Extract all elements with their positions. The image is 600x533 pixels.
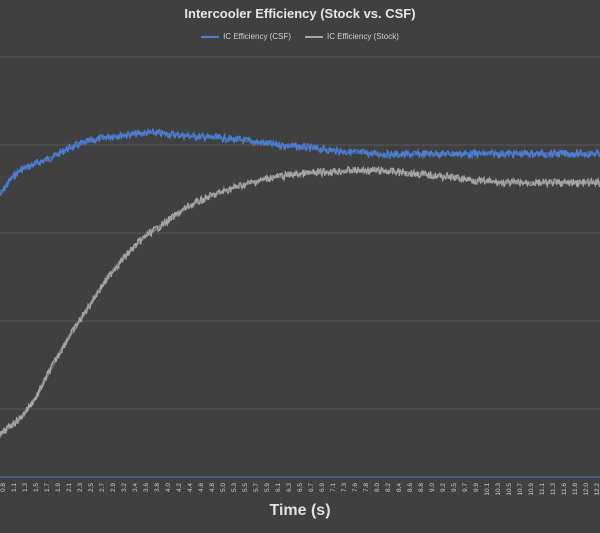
x-tick-label: 5.7 <box>253 483 260 492</box>
series-trend-csf <box>0 131 600 197</box>
x-axis: 0.8 1.1 1.3 1.5 1.7 1.9 2.1 2.3 2.5 2.7 2.9 3.2 3.4 3… <box>0 476 600 496</box>
x-tick-label: 9.7 <box>462 483 469 492</box>
x-tick-label: 1.7 <box>44 483 51 492</box>
x-tick-label: 9.2 <box>440 483 447 492</box>
x-tick-label: 6.9 <box>319 483 326 492</box>
x-tick-label: 5.9 <box>264 483 271 492</box>
x-tick-label: 5.5 <box>242 483 249 492</box>
x-tick-label: 11.1 <box>539 483 546 496</box>
x-tick-label: 10.5 <box>506 483 513 496</box>
x-tick-label: 2.1 <box>66 483 73 492</box>
x-tick-label: 9.5 <box>451 483 458 492</box>
x-tick-label: 4.8 <box>209 483 216 492</box>
x-tick-label: 3.8 <box>154 483 161 492</box>
x-tick-label: 6.3 <box>286 483 293 492</box>
x-tick-label: 7.6 <box>352 483 359 492</box>
x-tick-label: 2.7 <box>99 483 106 492</box>
x-tick-label: 6.7 <box>308 483 315 492</box>
x-tick-label: 2.9 <box>110 483 117 492</box>
legend-item-stock: IC Efficiency (Stock) <box>305 32 399 41</box>
legend-label-csf: IC Efficiency (CSF) <box>223 32 291 41</box>
x-tick-label: 6.1 <box>275 483 282 492</box>
x-tick-label: 4.2 <box>176 483 183 492</box>
x-tick-label: 0.8 <box>0 483 7 492</box>
x-tick-label: 11.3 <box>550 483 557 496</box>
x-tick-label: 8.4 <box>396 483 403 492</box>
x-tick-label: 12.2 <box>594 483 600 496</box>
x-tick-label: 8.6 <box>407 483 414 492</box>
x-tick-label: 4.6 <box>198 483 205 492</box>
x-tick-label: 1.1 <box>11 483 18 492</box>
x-tick-label: 10.1 <box>484 483 491 496</box>
x-tick-label: 11.6 <box>561 483 568 496</box>
x-tick-label: 11.8 <box>572 483 579 496</box>
x-tick-label: 12.0 <box>583 483 590 496</box>
x-tick-label: 10.7 <box>517 483 524 496</box>
legend-swatch-stock <box>305 35 323 38</box>
x-tick-label: 2.3 <box>77 483 84 492</box>
legend: IC Efficiency (CSF) IC Efficiency (Stock… <box>0 32 600 41</box>
x-tick-label: 10.9 <box>528 483 535 496</box>
x-tick-label: 6.5 <box>297 483 304 492</box>
series-line-csf <box>0 128 600 196</box>
x-tick-label: 4.4 <box>187 483 194 492</box>
x-tick-label: 1.3 <box>22 483 29 492</box>
series-layer <box>0 128 600 438</box>
x-tick-label: 3.4 <box>132 483 139 492</box>
chart-title: Intercooler Efficiency (Stock vs. CSF) <box>184 6 416 21</box>
x-tick-label: 7.8 <box>363 483 370 492</box>
x-tick-label: 7.3 <box>341 483 348 492</box>
gridlines <box>0 56 600 410</box>
series-trend-stock <box>0 169 600 437</box>
x-tick-label: 3.2 <box>121 483 128 492</box>
x-tick-label: 2.5 <box>88 483 95 492</box>
x-tick-label: 9.9 <box>473 483 480 492</box>
x-tick-label: 10.3 <box>495 483 502 496</box>
legend-swatch-csf <box>201 35 220 38</box>
x-tick-label: 8.2 <box>385 483 392 492</box>
x-tick-label: 1.5 <box>33 483 40 492</box>
x-tick-label: 5.3 <box>231 483 238 492</box>
x-tick-label: 7.1 <box>330 483 337 492</box>
x-tick-label: 9.0 <box>429 483 436 492</box>
legend-item-csf: IC Efficiency (CSF) <box>201 32 291 41</box>
x-axis-title: Time (s) <box>269 502 331 519</box>
x-tick-label: 5.0 <box>220 483 227 492</box>
x-tick-label: 4.0 <box>165 483 172 492</box>
x-tick-label: 8.8 <box>418 483 425 492</box>
x-tick-label: 8.0 <box>374 483 381 492</box>
legend-label-stock: IC Efficiency (Stock) <box>327 32 399 41</box>
x-tick-label: 1.9 <box>55 483 62 492</box>
x-tick-label: 3.6 <box>143 483 150 492</box>
